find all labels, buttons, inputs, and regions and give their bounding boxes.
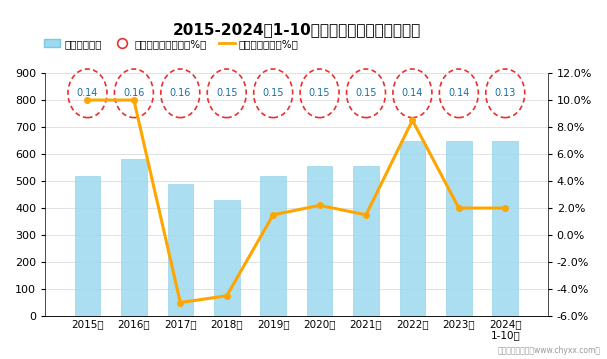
Text: 0.16: 0.16	[123, 88, 144, 98]
Text: 0.14: 0.14	[77, 88, 98, 98]
Legend: 企业数（个）, 占全国企业数比重（%）, 企业同比增速（%）: 企业数（个）, 占全国企业数比重（%）, 企业同比增速（%）	[40, 34, 303, 53]
Title: 2015-2024年1-10月青海省工业企业数统计图: 2015-2024年1-10月青海省工业企业数统计图	[172, 22, 421, 37]
Bar	[446, 141, 472, 316]
Bar	[121, 159, 147, 316]
Bar	[353, 166, 379, 316]
Bar	[168, 184, 193, 316]
Bar	[492, 141, 518, 316]
Text: 0.14: 0.14	[402, 88, 423, 98]
Text: 0.14: 0.14	[448, 88, 470, 98]
Text: 0.15: 0.15	[262, 88, 284, 98]
Text: 0.15: 0.15	[355, 88, 377, 98]
Bar	[399, 141, 425, 316]
Text: 0.15: 0.15	[309, 88, 330, 98]
Text: 0.15: 0.15	[216, 88, 237, 98]
Bar	[307, 166, 333, 316]
Bar	[214, 200, 240, 316]
Text: 0.16: 0.16	[169, 88, 191, 98]
Bar	[260, 176, 286, 316]
Text: 0.13: 0.13	[495, 88, 516, 98]
Text: 制图：智研咋询（www.chyxx.com）: 制图：智研咋询（www.chyxx.com）	[498, 346, 601, 355]
Bar	[75, 176, 100, 316]
